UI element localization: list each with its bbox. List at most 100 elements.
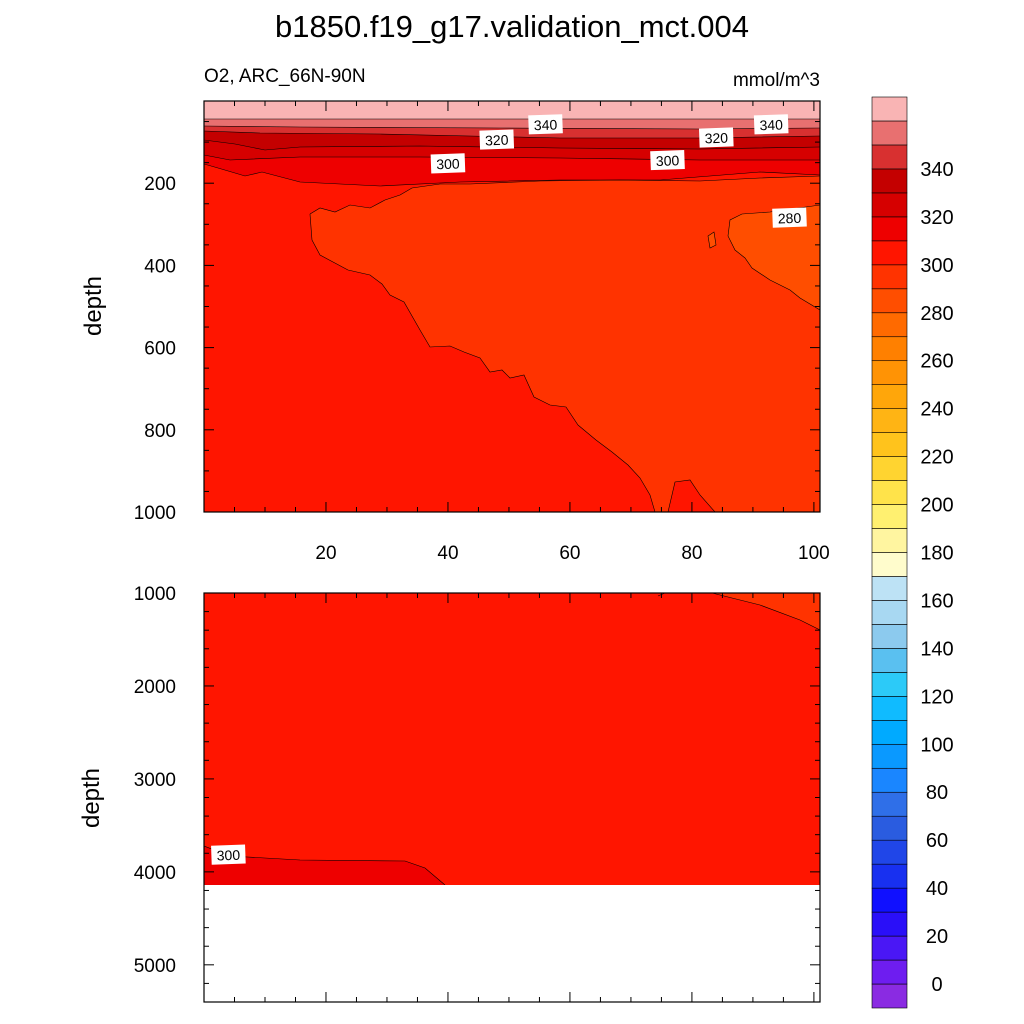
colorbar-swatch [871,144,908,170]
colorbar-swatch [871,408,908,433]
upper-y-tick-labels: 200 400 600 800 1000 [134,174,176,524]
contour-label-box [211,844,246,865]
y-tick-label: 1000 [134,584,176,605]
colorbar-swatch [871,312,908,338]
contour-label-box [479,129,515,150]
colorbar-swatch [871,815,908,841]
contour-band-350-360 [204,101,820,119]
colorbar-label: 300 [920,255,953,277]
colorbar-swatch [871,264,908,290]
contour-band-340-350 [204,119,820,129]
colorbar-swatch [871,959,908,985]
colorbar-label: 220 [920,447,953,469]
colorbar-swatch [871,528,908,553]
colorbar-label: 80 [926,782,948,804]
colorbar-tick-labels: 0 20 40 60 80 100 120 140 160 180 200 220 240 260 280 3… [920,159,953,996]
colorbar-swatch [871,935,908,961]
y-tick-label: 3000 [134,770,176,791]
units-label: mmol/m^3 [733,70,820,91]
colorbar-label: 320 [920,207,953,229]
colorbar-label: 120 [920,686,953,708]
lower-panel: 1000 2000 3000 4000 5000 300 depth [78,584,821,1003]
lower-contour-labels: 300 [211,844,246,865]
contour-label-text: 300 [436,155,460,172]
contour-label: 340 [528,114,563,135]
colorbar-swatch [871,791,908,817]
y-tick-label: 1000 [134,503,176,524]
upper-contour-labels: 340 340 320 320 300 300 280 [430,114,807,228]
variable-label: O2, ARC_66N-90N [204,66,366,87]
contour-label-box [753,114,789,135]
upper-x-tick-labels: 20 40 60 80 100 [315,543,829,564]
colorbar-swatch [871,696,908,721]
colorbar-label: 40 [926,878,948,900]
colorbar-swatch [871,911,908,937]
colorbar-swatch [871,648,908,673]
colorbar-swatch [871,983,908,1009]
contour-band-280-290 [310,176,820,512]
contour-label-box [430,153,466,174]
contour-lines-upper [204,118,820,512]
colorbar-label: 60 [926,830,948,852]
colorbar [871,96,908,1009]
contour-label: 280 [772,207,807,228]
chart-title: b1850.f19_g17.validation_mct.004 [275,9,749,44]
colorbar-swatch [871,336,908,362]
upper-tick-marks [204,100,820,513]
colorbar-label: 260 [920,351,953,373]
colorbar-swatch [871,863,908,889]
colorbar-swatch [871,672,908,697]
colorbar-label: 340 [920,159,953,181]
contour-label: 340 [753,114,789,135]
contour-label-text: 340 [759,116,783,133]
colorbar-swatch [871,384,908,409]
colorbar-label: 160 [920,590,953,612]
contour-label: 300 [430,153,466,174]
colorbar-swatch [871,720,908,745]
contour-label-text: 300 [656,152,680,169]
contour-label-box [698,127,734,148]
x-tick-label: 80 [681,543,702,564]
colorbar-swatch [871,624,908,649]
colorbar-swatch [871,120,908,146]
colorbar-swatch [871,887,908,913]
upper-panel: 200 400 600 800 1000 20 40 60 80 100 340 340 320 32… [80,100,830,564]
colorbar-swatch [871,456,908,481]
colorbar-swatch [871,192,908,218]
contour-label-box [772,207,807,228]
colorbar-swatch [871,767,908,793]
colorbar-swatch [871,480,908,505]
lower-y-axis-title: depth [78,768,105,828]
colorbar-swatch [871,504,908,529]
colorbar-swatch [871,288,908,314]
colorbar-swatch [871,360,908,385]
colorbar-swatch [871,576,908,601]
x-tick-label: 60 [559,543,580,564]
contour-label-box [528,114,563,135]
y-tick-label: 2000 [134,677,176,698]
colorbar-swatch [871,600,908,625]
contour-band-270-280 [728,205,820,310]
contour-label-text: 340 [534,116,558,133]
x-tick-label: 40 [437,543,458,564]
colorbar-swatch [871,743,908,769]
contour-label: 300 [650,150,685,171]
contour-label-text: 280 [778,210,802,227]
colorbar-swatch [871,432,908,457]
colorbar-label: 20 [926,926,948,948]
lower-y-tick-labels: 1000 2000 3000 4000 5000 [134,584,176,977]
colorbar-label: 140 [920,638,953,660]
colorbar-swatch [871,839,908,865]
contour-label-box [650,150,685,171]
colorbar-swatch [871,96,908,122]
y-tick-label: 5000 [134,956,176,977]
colorbar-label: 180 [920,543,953,565]
colorbar-label: 200 [920,495,953,517]
lower-band-280-290 [712,593,820,630]
contour-label-text: 320 [485,132,509,149]
contour-label: 300 [211,844,246,865]
lower-band-310-320 [204,846,445,885]
contour-label: 320 [479,129,515,150]
colorbar-swatch [871,168,908,194]
